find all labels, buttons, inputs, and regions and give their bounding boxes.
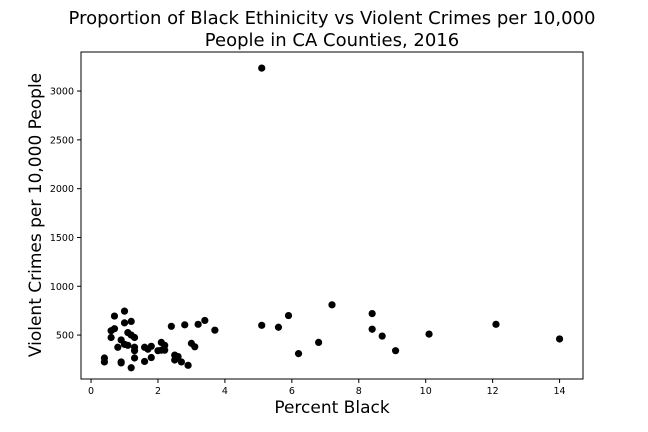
data-point xyxy=(378,332,386,340)
data-point xyxy=(391,347,400,355)
data-point xyxy=(167,322,175,330)
data-point xyxy=(555,335,564,343)
data-point xyxy=(181,321,189,329)
y-tick-label: 1000 xyxy=(50,282,74,293)
data-point xyxy=(184,361,192,369)
data-point xyxy=(130,347,139,355)
data-point xyxy=(120,307,129,315)
data-point xyxy=(110,312,119,320)
data-point xyxy=(328,301,336,309)
x-tick-label: 8 xyxy=(356,386,362,397)
x-tick-label: 6 xyxy=(289,386,295,397)
data-point xyxy=(110,325,119,333)
data-point xyxy=(100,358,109,366)
x-axis-ticks: 0 2 4 6 8 10 12 14 xyxy=(88,379,566,397)
y-tick-label: 500 xyxy=(56,331,74,342)
y-tick-label: 2000 xyxy=(50,184,74,195)
data-point xyxy=(258,64,266,72)
data-point xyxy=(191,343,199,351)
x-axis-label: Percent Black xyxy=(274,398,390,418)
data-point xyxy=(120,319,129,327)
data-point xyxy=(194,320,202,328)
data-point xyxy=(114,343,122,351)
data-point xyxy=(425,330,433,338)
data-point xyxy=(161,346,169,354)
data-point xyxy=(127,317,135,326)
data-point xyxy=(127,364,135,372)
y-axis-ticks: 500 1000 1500 2000 2500 3000 xyxy=(50,87,81,342)
data-point xyxy=(368,310,376,318)
data-point xyxy=(177,358,185,366)
chart-title-line-1: Proportion of Black Ethinicity vs Violen… xyxy=(69,8,596,29)
data-point xyxy=(147,342,155,350)
data-point xyxy=(107,333,115,342)
x-tick-label: 14 xyxy=(554,386,566,397)
x-tick-label: 4 xyxy=(222,386,228,397)
plot-area-frame xyxy=(80,51,584,380)
data-point xyxy=(258,321,266,329)
data-point xyxy=(124,341,132,349)
data-point xyxy=(140,357,149,366)
data-points xyxy=(100,64,564,372)
data-point xyxy=(284,311,293,320)
x-tick-label: 0 xyxy=(88,386,94,397)
data-point xyxy=(147,353,155,362)
data-point xyxy=(130,333,139,342)
data-point xyxy=(274,323,283,331)
data-point xyxy=(130,354,139,362)
data-point xyxy=(315,338,323,346)
x-tick-label: 10 xyxy=(420,386,432,397)
data-point xyxy=(211,326,219,334)
data-point xyxy=(368,325,376,333)
x-tick-label: 2 xyxy=(155,386,161,397)
data-point xyxy=(174,352,182,361)
data-point xyxy=(294,350,303,358)
y-tick-label: 2500 xyxy=(50,135,74,146)
x-tick-label: 12 xyxy=(487,386,499,397)
data-point xyxy=(117,358,125,366)
y-tick-label: 1500 xyxy=(50,233,74,244)
data-point xyxy=(492,320,500,328)
chart-title-line-2: People in CA Counties, 2016 xyxy=(205,30,459,51)
y-tick-label: 3000 xyxy=(50,87,74,98)
data-point xyxy=(201,316,209,325)
y-axis-label: Violent Crimes per 10,000 People xyxy=(26,73,46,357)
